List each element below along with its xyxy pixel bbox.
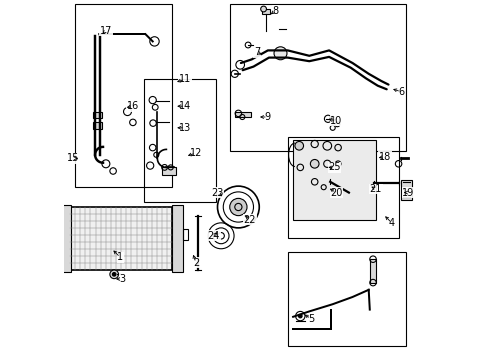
Bar (261, 9, 269, 14)
Text: 1: 1 (117, 252, 123, 262)
Text: 4: 4 (388, 218, 394, 228)
Text: 13: 13 (179, 123, 191, 133)
Bar (287, 137, 399, 238)
Bar (182, 229, 187, 240)
Circle shape (110, 270, 118, 279)
Text: 23: 23 (211, 188, 223, 198)
Bar (230, 4, 406, 151)
Bar (292, 140, 375, 220)
Circle shape (229, 198, 246, 216)
Circle shape (260, 6, 266, 12)
Bar (287, 252, 406, 346)
Circle shape (112, 273, 116, 276)
Circle shape (298, 314, 302, 318)
Bar (93, 112, 102, 118)
Bar (369, 259, 375, 283)
Text: 12: 12 (189, 148, 202, 158)
Text: 25: 25 (327, 162, 340, 172)
Circle shape (294, 141, 303, 150)
Text: 22: 22 (243, 215, 256, 225)
Text: 2: 2 (192, 258, 199, 268)
Bar (162, 167, 176, 175)
Bar (75, 4, 172, 187)
Bar (93, 122, 102, 129)
Circle shape (273, 47, 286, 60)
Text: 9: 9 (264, 112, 270, 122)
Text: 10: 10 (329, 116, 342, 126)
Text: 8: 8 (271, 6, 278, 16)
Text: 15: 15 (67, 153, 80, 163)
Text: 21: 21 (369, 184, 381, 194)
Text: 24: 24 (207, 231, 220, 241)
Text: 16: 16 (126, 101, 139, 111)
Text: 20: 20 (329, 188, 342, 198)
Text: 17: 17 (100, 26, 112, 36)
Bar (143, 79, 215, 202)
Circle shape (310, 159, 318, 168)
Bar (61, 205, 71, 272)
Text: 18: 18 (378, 152, 390, 162)
Text: 14: 14 (179, 101, 191, 111)
Bar (70, 207, 172, 270)
Text: 19: 19 (401, 188, 413, 198)
Text: 11: 11 (179, 74, 191, 84)
Text: 7: 7 (253, 47, 260, 57)
Bar (400, 180, 411, 200)
Text: 3: 3 (119, 274, 125, 284)
Bar (172, 205, 182, 272)
Text: 6: 6 (397, 87, 404, 97)
Text: 5: 5 (307, 314, 314, 324)
Bar (235, 112, 250, 117)
